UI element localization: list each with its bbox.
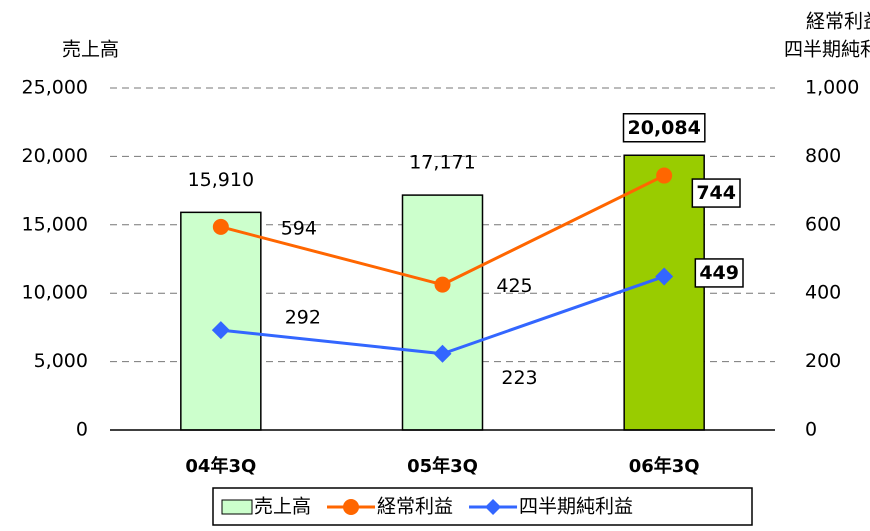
marker: [656, 167, 673, 184]
y2-axis-title: 四半期純利益: [784, 39, 870, 61]
line-value-label: 425: [496, 275, 532, 297]
y-tick-label: 10,000: [22, 282, 88, 304]
line-value-label: 594: [281, 217, 317, 239]
legend-label: 経常利益: [377, 496, 453, 518]
y-tick-label: 0: [76, 419, 88, 441]
legend-label: 四半期純利益: [519, 496, 633, 518]
bar-value-label: 17,171: [409, 152, 475, 174]
y2-axis-title: 経常利益: [806, 11, 870, 33]
marker: [655, 267, 674, 286]
value-label-box: [691, 178, 741, 208]
legend-marker: [343, 499, 360, 515]
y-axis-title: 売上高: [62, 39, 119, 61]
legend-swatch: [221, 499, 253, 515]
marker: [211, 321, 230, 340]
y-tick-label: 20,000: [22, 145, 88, 167]
legend-label: 売上高: [254, 496, 311, 518]
bar-value-label: 15,910: [188, 169, 254, 191]
legend-marker: [485, 499, 502, 515]
bar-value-label: 20,084: [628, 117, 701, 139]
x-tick-label: 05年3Q: [407, 455, 478, 477]
line-value-label: 292: [285, 307, 321, 329]
y-tick-label: 25,000: [22, 77, 88, 99]
y2-tick-label: 200: [805, 350, 841, 372]
y-tick-label: 5,000: [34, 350, 88, 372]
y2-tick-label: 1,000: [805, 77, 859, 99]
marker: [433, 344, 452, 363]
y-tick-label: 15,000: [22, 213, 88, 235]
y2-tick-label: 400: [805, 282, 841, 304]
bar: [401, 194, 484, 431]
line-value-label: 744: [696, 182, 736, 204]
y2-tick-label: 0: [805, 419, 817, 441]
x-tick-label: 04年3Q: [185, 455, 256, 477]
line-value-label: 449: [699, 262, 739, 284]
y2-tick-label: 800: [805, 145, 841, 167]
x-tick-label: 06年3Q: [629, 455, 700, 477]
line-value-label: 223: [501, 367, 537, 389]
marker: [434, 276, 451, 293]
marker: [212, 218, 229, 235]
value-label-box: [694, 258, 744, 288]
y2-tick-label: 600: [805, 213, 841, 235]
value-label-box: [622, 113, 706, 143]
bar: [623, 154, 705, 431]
